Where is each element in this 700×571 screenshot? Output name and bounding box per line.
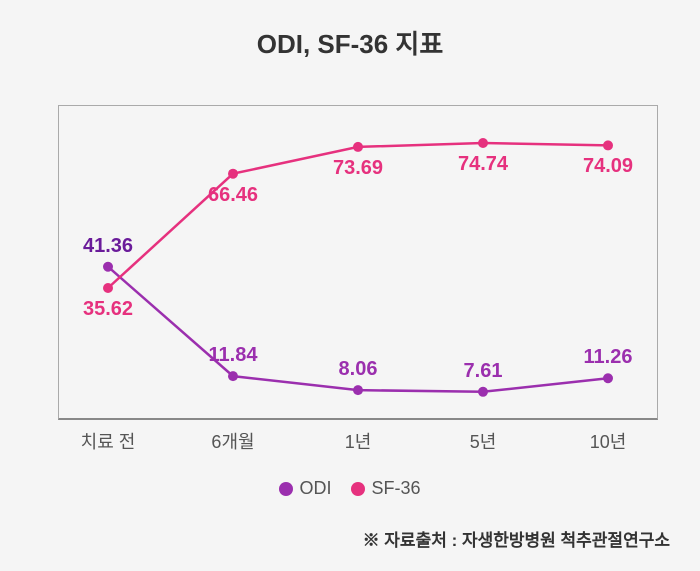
legend-item-ODI: ODI: [279, 478, 331, 499]
chart-title: ODI, SF-36 지표: [0, 0, 700, 61]
data-label: 74.74: [458, 153, 508, 176]
data-point: [603, 373, 613, 383]
data-point: [353, 385, 363, 395]
x-axis-label: 10년: [590, 428, 627, 454]
data-label: 35.62: [83, 298, 133, 321]
data-point: [603, 140, 613, 150]
source-text: ※ 자료출처 : 자생한방병원 척추관절연구소: [363, 526, 670, 551]
data-point: [103, 262, 113, 272]
data-point: [353, 142, 363, 152]
data-point: [478, 387, 488, 397]
legend-dot: [351, 482, 365, 496]
data-point: [103, 283, 113, 293]
legend-dot: [279, 482, 293, 496]
data-point: [228, 371, 238, 381]
data-label: 74.09: [583, 155, 633, 178]
chart-plot-area: 41.36 11.84 8.06 7.61 11.26 35.62 66.46 73.69 74…: [58, 105, 658, 420]
x-axis-label: 5년: [470, 428, 497, 454]
x-axis-label: 치료 전: [81, 428, 136, 454]
data-label: 11.26: [584, 346, 633, 369]
legend-label: SF-36: [371, 478, 420, 499]
data-label: 11.84: [209, 344, 258, 367]
legend-item-SF-36: SF-36: [351, 478, 420, 499]
data-label: 73.69: [333, 157, 383, 180]
data-label: 8.06: [339, 358, 378, 381]
data-point: [478, 138, 488, 148]
data-point: [228, 169, 238, 179]
data-label: 41.36: [83, 235, 133, 258]
x-axis-label: 6개월: [211, 428, 254, 454]
legend: ODI SF-36: [0, 478, 700, 501]
x-axis-label: 1년: [345, 428, 372, 454]
x-axis-labels: 치료 전 6개월 1년 5년 10년: [58, 428, 658, 458]
legend-label: ODI: [299, 478, 331, 499]
data-label: 7.61: [464, 360, 503, 383]
data-label: 66.46: [208, 184, 258, 207]
